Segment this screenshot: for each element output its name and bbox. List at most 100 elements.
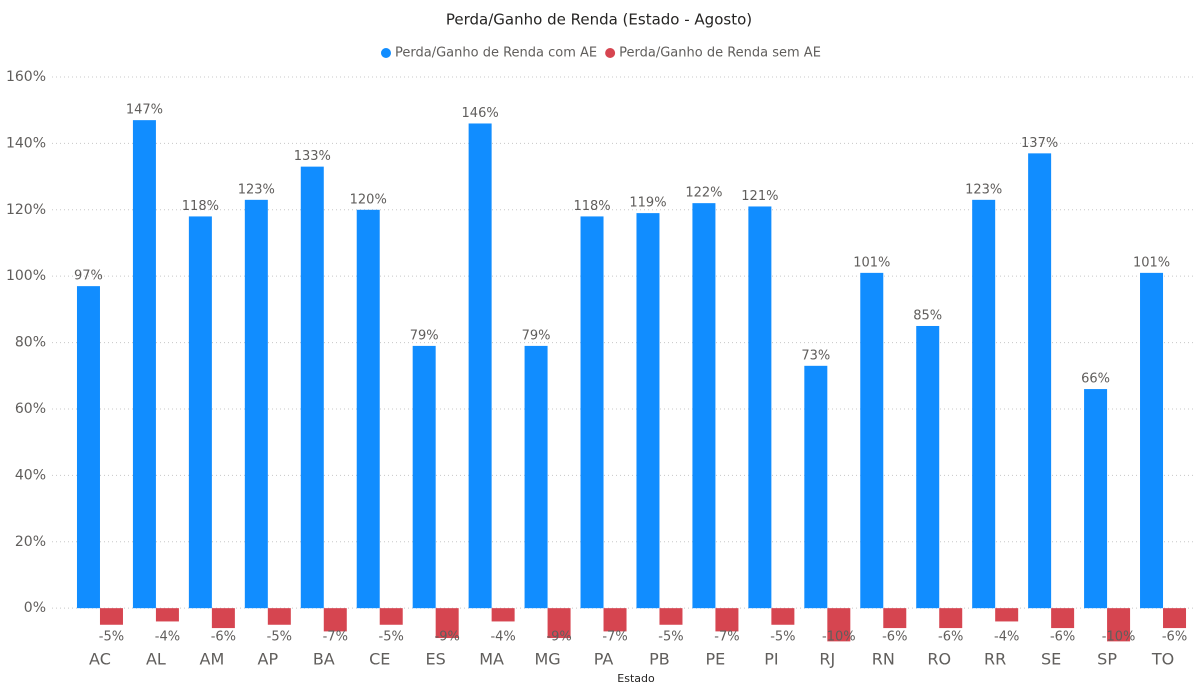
y-tick-label: 100% [6,268,46,284]
x-tick-label: MG [534,650,560,669]
bar [412,345,436,609]
x-tick-label: SE [1041,650,1061,669]
x-tick-label: AL [146,650,166,669]
x-tick-label: BA [313,650,335,669]
bar [323,608,347,632]
bar [1084,389,1108,609]
legend-label: Perda/Ganho de Renda com AE [395,46,597,61]
data-label: 101% [853,255,890,270]
bar [76,286,100,609]
data-label: 73% [801,348,830,363]
x-tick-label: RN [872,650,895,669]
data-label: -6% [1162,630,1187,645]
data-label: 119% [629,196,666,211]
data-label: 123% [238,182,275,197]
bar [188,216,212,609]
x-tick-label: PB [649,650,670,669]
data-label: 147% [126,103,163,118]
bar [99,608,123,625]
data-label: 118% [182,199,219,214]
data-label: 85% [913,308,942,323]
bar [804,365,828,609]
data-label: -6% [211,630,236,645]
data-label: -5% [267,630,292,645]
bar [379,608,403,625]
chart-title: Perda/Ganho de Renda (Estado - Agosto) [446,11,752,29]
bar [939,608,963,629]
bar [468,123,492,609]
y-tick-label: 140% [6,135,46,151]
bar [1051,608,1075,629]
x-tick-label: RJ [819,650,835,669]
legend-marker [381,48,391,58]
data-label: -5% [379,630,404,645]
bar [580,216,604,609]
data-label: -10% [822,630,856,645]
bar [356,209,380,609]
bar [524,345,548,609]
y-tick-label: 20% [15,534,46,550]
x-tick-label: TO [1151,650,1174,669]
bar [1028,153,1052,609]
data-label: -10% [1102,630,1136,645]
bar [860,272,884,609]
bar [659,608,683,625]
bar [491,608,515,622]
data-label: -7% [602,630,627,645]
data-label: 133% [294,149,331,164]
data-label: -4% [155,630,180,645]
data-label: 79% [410,328,439,343]
bar [1107,608,1131,642]
bar [715,608,739,632]
bar [435,608,459,639]
data-label: -5% [658,630,683,645]
bar [300,166,324,609]
bar [211,608,235,629]
legend-label: Perda/Ganho de Renda sem AE [619,46,821,61]
x-tick-label: AC [89,650,111,669]
bar [1163,608,1187,629]
data-label: -6% [938,630,963,645]
data-label: 122% [685,186,722,201]
y-tick-label: 40% [15,467,46,483]
bar [155,608,179,622]
x-tick-label: PA [594,650,614,669]
x-tick-label: SP [1097,650,1117,669]
bar [267,608,291,625]
bar [995,608,1019,622]
data-label: 66% [1081,372,1110,387]
data-label: -7% [323,630,348,645]
bar [916,325,940,609]
bar [636,213,660,609]
bar [827,608,851,642]
bar [771,608,795,625]
x-tick-label: ES [426,650,446,669]
data-label: -4% [490,630,515,645]
data-label: 120% [350,192,387,207]
x-tick-label: PI [764,650,778,669]
y-tick-label: 0% [24,600,46,616]
data-label: -7% [714,630,739,645]
data-label: 121% [741,189,778,204]
data-label: -5% [99,630,124,645]
bar [692,203,716,609]
bar [547,608,571,639]
data-label: 97% [74,269,103,284]
y-tick-label: 60% [15,401,46,417]
bar [748,206,772,609]
x-tick-label: RO [927,650,951,669]
bar [1140,272,1164,609]
x-tick-label: CE [369,650,390,669]
data-label: -6% [882,630,907,645]
data-label: -9% [546,630,571,645]
data-label: 146% [462,106,499,121]
x-tick-label: MA [479,650,504,669]
data-label: 123% [965,182,1002,197]
data-label: -4% [994,630,1019,645]
y-tick-label: 160% [6,69,46,85]
y-tick-label: 120% [6,202,46,218]
x-tick-label: RR [984,650,1006,669]
data-label: 101% [1133,255,1170,270]
data-label: 79% [522,328,551,343]
